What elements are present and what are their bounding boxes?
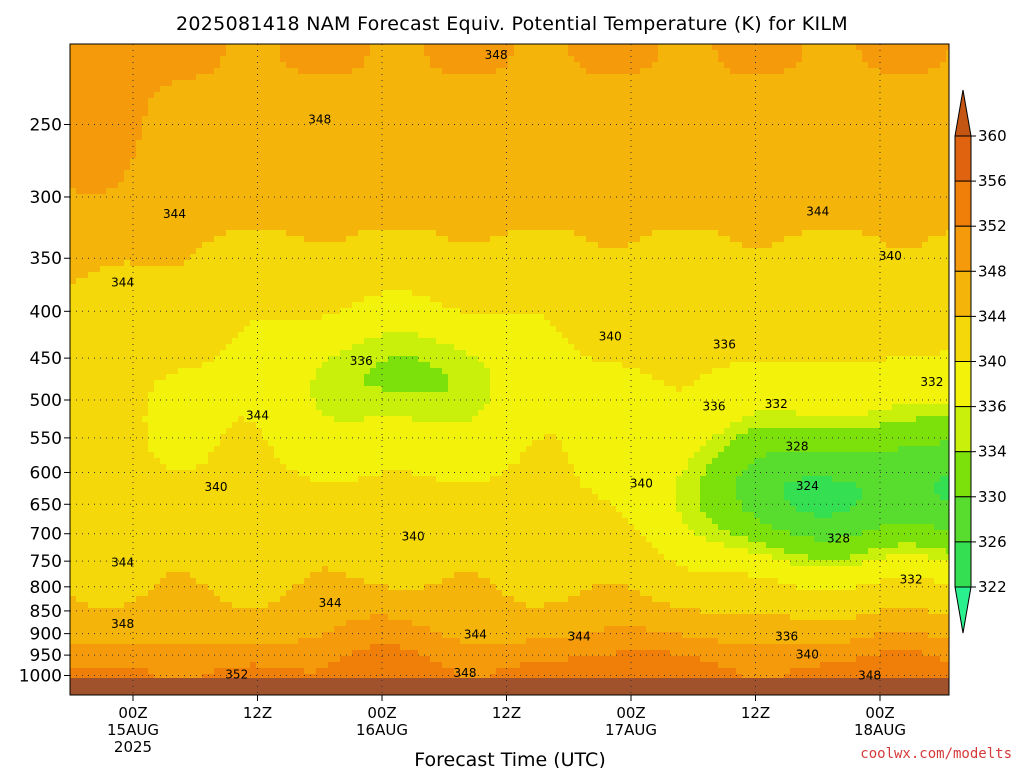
colorbar-segment — [954, 270, 972, 317]
y-axis: 250 300 350 400 450 500 550 600 650 700 750 800 850 9… — [19, 116, 70, 687]
y-tick-label: 400 — [30, 302, 62, 322]
contour-label: 352 — [225, 667, 248, 681]
contour-label: 344 — [319, 596, 342, 610]
y-tick-label: 450 — [30, 349, 62, 369]
y-tick-label: 850 — [30, 602, 62, 622]
y-tick-label: 500 — [30, 391, 62, 411]
x-tick-label: 12Z — [243, 704, 272, 722]
colorbar: 360 356 352 348 344 340 336 334 330 326 322 — [954, 89, 1007, 634]
contour-label: 340 — [402, 530, 425, 544]
contour-label: 336 — [713, 338, 736, 352]
plot-area — [70, 44, 949, 695]
y-tick-label: 250 — [30, 116, 62, 136]
y-tick-label: 1000 — [19, 667, 62, 687]
contour-label: 328 — [827, 531, 850, 545]
colorbar-tick-label: 334 — [978, 443, 1007, 461]
x-axis-label: Forecast Time (UTC) — [414, 749, 605, 768]
grid — [70, 44, 949, 695]
colorbar-tick-label: 344 — [978, 307, 1007, 325]
contour-label: 344 — [163, 207, 186, 221]
x-tick-label: 18AUG — [854, 721, 906, 739]
colorbar-segment — [954, 315, 972, 362]
colorbar-segment — [954, 406, 972, 453]
y-tick-label: 550 — [30, 429, 62, 449]
y-tick-label: 900 — [30, 625, 62, 645]
contour-label: 336 — [350, 354, 373, 368]
contour-label: 344 — [111, 275, 134, 289]
x-tick-label: 00Z — [118, 704, 147, 722]
colorbar-segment — [954, 496, 972, 543]
contour-label: 348 — [111, 617, 134, 631]
colorbar-top-arrow — [954, 89, 972, 137]
contour-label: 340 — [879, 249, 902, 263]
colorbar-segment — [954, 225, 972, 272]
y-tick-label: 600 — [30, 463, 62, 483]
y-tick-label: 950 — [30, 646, 62, 666]
x-tick-label: 00Z — [616, 704, 645, 722]
colorbar-tick-label: 360 — [978, 127, 1007, 145]
y-tick-label: 300 — [30, 188, 62, 208]
credit-link[interactable]: coolwx.com/modelts — [860, 746, 1012, 762]
y-tick-label: 700 — [30, 525, 62, 545]
contour-label: 344 — [246, 409, 269, 423]
colorbar-segment — [954, 135, 972, 182]
contour-label: 344 — [111, 556, 134, 570]
x-tick-label: 2025 — [114, 738, 152, 756]
contour-label: 324 — [796, 479, 819, 493]
colorbar-tick-label: 336 — [978, 398, 1007, 416]
contour-label: 328 — [786, 439, 809, 453]
colorbar-segment — [954, 180, 972, 227]
y-tick-label: 350 — [30, 249, 62, 269]
contour-label: 340 — [205, 480, 228, 494]
contour-label: 336 — [775, 630, 798, 644]
x-tick-label: 16AUG — [356, 721, 408, 739]
contour-label: 332 — [900, 572, 923, 586]
contour-label: 332 — [920, 375, 943, 389]
x-tick-label: 12Z — [741, 704, 770, 722]
colorbar-segment — [954, 361, 972, 408]
contour-label: 348 — [858, 669, 881, 683]
ground-surface — [70, 678, 949, 695]
chart-title: 2025081418 NAM Forecast Equiv. Potential… — [176, 13, 848, 35]
contour-label: 340 — [599, 329, 622, 343]
contour-label: 336 — [703, 399, 726, 413]
colorbar-segment — [954, 541, 972, 588]
y-tick-label: 800 — [30, 578, 62, 598]
colorbar-tick-label: 326 — [978, 533, 1007, 551]
contour-label: 340 — [796, 647, 819, 661]
contour-label: 344 — [568, 629, 591, 643]
colorbar-bottom-arrow — [954, 586, 972, 634]
contour-label: 344 — [464, 628, 487, 642]
colorbar-tick-label: 330 — [978, 488, 1007, 506]
contour-label: 348 — [454, 666, 477, 680]
colorbar-tick-label: 340 — [978, 353, 1007, 371]
x-tick-label: 17AUG — [605, 721, 657, 739]
colorbar-tick-label: 322 — [978, 578, 1007, 596]
colorbar-tick-label: 352 — [978, 217, 1007, 235]
x-tick-label: 12Z — [492, 704, 521, 722]
plot-frame — [69, 43, 950, 696]
y-tick-label: 650 — [30, 495, 62, 515]
contour-label: 332 — [765, 397, 788, 411]
x-tick-label: 00Z — [865, 704, 894, 722]
contour-label: 340 — [630, 477, 653, 491]
contour-label: 348 — [308, 113, 331, 127]
colorbar-tick-label: 356 — [978, 172, 1007, 190]
contour-label: 348 — [485, 48, 508, 62]
contour-labels: 348 348 344 344 344 340 340 336 336 344 336 332 332 3… — [111, 48, 943, 682]
contour-label: 344 — [806, 204, 829, 218]
x-tick-label: 00Z — [367, 704, 396, 722]
colorbar-tick-label: 348 — [978, 262, 1007, 280]
x-tick-label: 15AUG — [107, 721, 159, 739]
colorbar-segment — [954, 451, 972, 498]
y-tick-label: 750 — [30, 552, 62, 572]
